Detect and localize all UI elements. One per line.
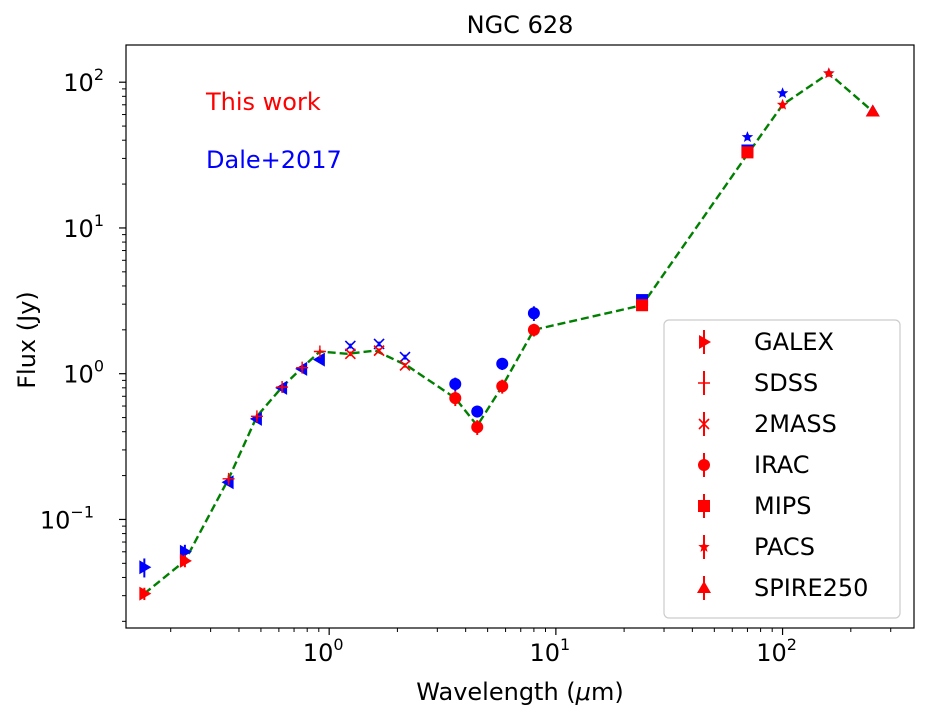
annotation-label: Dale+2017 [206,146,342,174]
data-point [527,323,540,336]
data-point [222,472,235,485]
x-tick-label: 102 [756,635,797,667]
data-point [636,299,649,312]
series-galex [139,553,192,601]
data-point [449,392,462,405]
data-point [496,357,509,370]
series-dale2017-triangle-right [139,544,192,578]
data-point [276,381,289,394]
legend-label: SDSS [754,369,818,397]
data-point [741,131,754,142]
y-tick-label: 101 [63,211,104,243]
legend: GALEX SDSS 2MASS IRAC MIPS PACS SPIRE250 [663,319,901,619]
legend-label: PACS [754,533,815,561]
legend-marker [698,541,710,552]
data-point [496,380,509,393]
series-sdss [222,345,326,485]
legend-marker [698,377,710,389]
data-point [776,98,789,110]
data-point [471,405,484,418]
legend-label: 2MASS [754,410,837,438]
legend-marker [698,500,710,512]
data-point [296,361,309,374]
data-point [741,146,754,159]
legend-box [663,319,901,619]
data-point [179,553,192,568]
series-spire250 [865,104,880,117]
series-2mass [344,345,411,371]
series-dale2017-circle [449,306,540,418]
data-point [312,352,325,367]
series-mips [636,146,754,312]
data-point [823,67,835,79]
data-point [344,348,356,360]
data-point [449,377,462,390]
data-point [344,340,356,352]
legend-label: SPIRE250 [754,574,868,602]
legend-label: GALEX [754,328,834,356]
annotation-label: This work [205,88,321,116]
data-point [471,421,484,434]
data-point [399,351,411,363]
x-axis-label: Wavelength (μm) [416,678,623,706]
data-point [139,560,152,575]
series-irac [449,323,540,435]
legend-label: IRAC [754,451,810,479]
data-point [776,87,789,99]
series-pacs [776,67,835,110]
y-axis-label: Flux (Jy) [13,291,41,389]
data-point [399,359,411,371]
data-point [313,345,326,358]
chart-title: NGC 628 [467,11,574,39]
legend-marker [697,581,711,593]
data-point [139,586,152,601]
legend-label: MIPS [754,492,812,520]
legend-marker [699,335,711,349]
axes-frame [125,44,915,629]
data-point [527,307,540,320]
legend-marker [698,459,710,471]
data-point [865,104,880,117]
data-point [250,410,263,423]
data-point [373,345,385,357]
legend-marker [698,418,710,430]
data-point [179,544,192,559]
